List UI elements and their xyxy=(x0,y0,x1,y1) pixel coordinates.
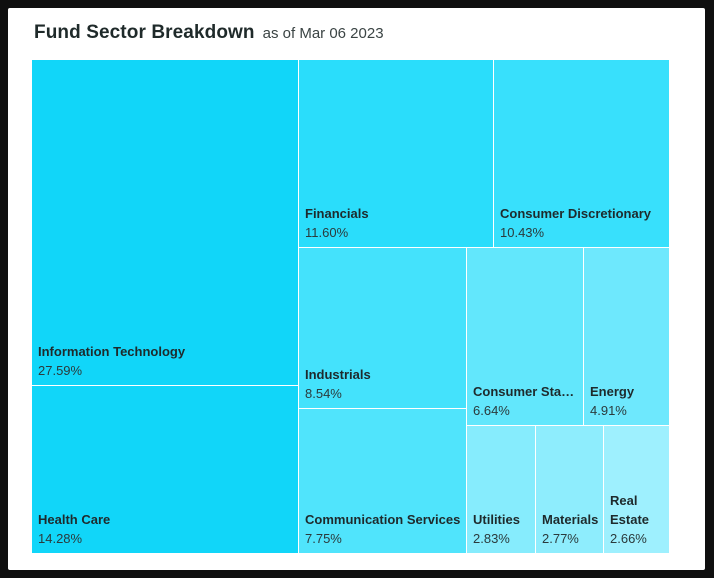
sector-weight: 2.77% xyxy=(542,531,579,546)
tile-materials[interactable]: Materials 2.77% xyxy=(536,426,604,554)
sector-weight: 6.64% xyxy=(473,403,510,418)
tile-energy[interactable]: Energy 4.91% xyxy=(584,248,670,426)
sector-weight: 11.60% xyxy=(305,225,349,240)
sector-name: Industrials xyxy=(305,367,371,382)
tile-consumer-discretionary[interactable]: Consumer Discretionary 10.43% xyxy=(494,60,670,248)
tile-real-estate[interactable]: Real Estate 2.66% xyxy=(604,426,670,554)
sector-weight: 7.75% xyxy=(305,531,342,546)
sector-name: Real Estate xyxy=(610,493,650,527)
sector-name: Utilities xyxy=(473,512,520,527)
tile-industrials[interactable]: Industrials 8.54% xyxy=(299,248,467,409)
tile-label: Real Estate 2.66% xyxy=(610,491,665,548)
sector-weight: 4.91% xyxy=(590,403,627,418)
tile-financials[interactable]: Financials 11.60% xyxy=(299,60,494,248)
sector-name: Consumer Discretionary xyxy=(500,206,651,221)
tile-consumer-staples[interactable]: Consumer Staples 6.64% xyxy=(467,248,584,426)
tile-label: Health Care 14.28% xyxy=(38,510,294,548)
sector-weight: 2.66% xyxy=(610,531,647,546)
sector-weight: 10.43% xyxy=(500,225,545,240)
tile-label: Energy 4.91% xyxy=(590,382,665,420)
sector-name: Communication Services xyxy=(305,512,461,527)
sector-name: Energy xyxy=(590,384,635,399)
tile-communication-services[interactable]: Communication Services 7.75% xyxy=(299,409,467,554)
tile-label: Communication Services 7.75% xyxy=(305,510,462,548)
sector-weight: 14.28% xyxy=(38,531,83,546)
tile-health-care[interactable]: Health Care 14.28% xyxy=(32,386,299,554)
sector-name: Consumer Staples xyxy=(473,384,579,399)
sector-name: Health Care xyxy=(38,512,111,527)
sector-treemap: Information Technology 27.59% Health Care 1… xyxy=(32,60,670,554)
sector-weight: 27.59% xyxy=(38,363,83,378)
tile-label: Financials 11.60% xyxy=(305,204,489,242)
title-row: Fund Sector Breakdown as of Mar 06 2023 xyxy=(34,22,384,44)
sector-breakdown-panel: Fund Sector Breakdown as of Mar 06 2023 I… xyxy=(8,8,705,570)
tile-label: Industrials 8.54% xyxy=(305,365,462,403)
sector-name: Materials xyxy=(542,512,599,527)
sector-weight: 2.83% xyxy=(473,531,510,546)
tile-label: Consumer Staples 6.64% xyxy=(473,382,579,420)
sector-name: Information Technology xyxy=(38,344,186,359)
tile-label: Utilities 2.83% xyxy=(473,510,531,548)
sector-name: Financials xyxy=(305,206,369,221)
tile-label: Materials 2.77% xyxy=(542,510,599,548)
sector-weight: 8.54% xyxy=(305,386,342,401)
tile-label: Consumer Discretionary 10.43% xyxy=(500,204,665,242)
chart-title: Fund Sector Breakdown xyxy=(34,22,255,43)
as-of-date: as of Mar 06 2023 xyxy=(262,25,384,42)
tile-information-technology[interactable]: Information Technology 27.59% xyxy=(32,60,299,386)
tile-utilities[interactable]: Utilities 2.83% xyxy=(467,426,536,554)
tile-label: Information Technology 27.59% xyxy=(38,342,294,380)
